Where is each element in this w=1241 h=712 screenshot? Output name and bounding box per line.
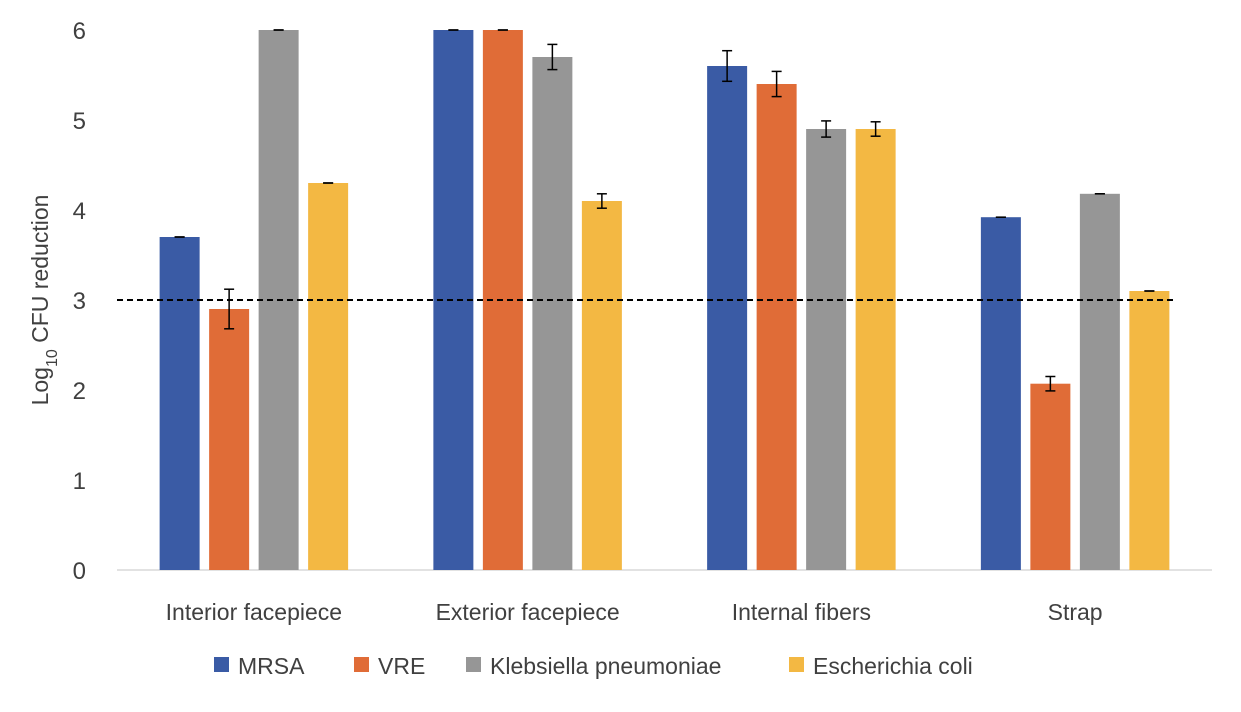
bar-vre xyxy=(1030,383,1071,570)
bar-escherichia-coli xyxy=(855,129,896,570)
y-tick-label: 6 xyxy=(73,18,86,45)
y-axis-label: Log10 CFU reduction xyxy=(27,195,61,406)
category-label: Exterior facepiece xyxy=(436,599,620,625)
category-label: Strap xyxy=(1048,599,1103,625)
bar-klebsiella-pneumoniae xyxy=(806,129,847,570)
legend-label: MRSA xyxy=(238,653,305,679)
y-tick-label: 4 xyxy=(73,198,86,225)
y-tick-label: 1 xyxy=(73,468,86,495)
category-labels: Interior facepiece Exterior facepiece Inte… xyxy=(166,599,1103,625)
legend-swatch xyxy=(466,657,481,672)
category-label: Internal fibers xyxy=(732,599,871,625)
bar-mrsa xyxy=(707,66,748,570)
legend-swatch xyxy=(214,657,229,672)
legend-label: Klebsiella pneumoniae xyxy=(490,653,721,679)
category-label: Interior facepiece xyxy=(166,599,342,625)
y-axis: 0 1 2 3 4 5 6 xyxy=(73,18,86,585)
y-tick-label: 0 xyxy=(73,558,86,585)
bar-mrsa xyxy=(159,237,200,570)
bar-escherichia-coli xyxy=(1129,291,1170,570)
bar-vre xyxy=(209,309,250,570)
legend-swatch xyxy=(354,657,369,672)
bar-vre xyxy=(756,84,797,570)
legend-label: Escherichia coli xyxy=(813,653,973,679)
y-tick-label: 3 xyxy=(73,288,86,315)
bar-klebsiella-pneumoniae xyxy=(532,57,573,570)
legend-swatch xyxy=(789,657,804,672)
bar-klebsiella-pneumoniae xyxy=(1079,193,1120,571)
y-tick-label: 2 xyxy=(73,378,86,405)
legend-label: VRE xyxy=(378,653,425,679)
bar-escherichia-coli xyxy=(308,183,349,570)
error-bars xyxy=(174,29,1155,392)
bar-mrsa xyxy=(980,217,1021,570)
legend: MRSA VRE Klebsiella pneumoniae Escherichia … xyxy=(214,653,973,679)
bar-escherichia-coli xyxy=(581,201,622,570)
y-tick-label: 5 xyxy=(73,108,86,135)
